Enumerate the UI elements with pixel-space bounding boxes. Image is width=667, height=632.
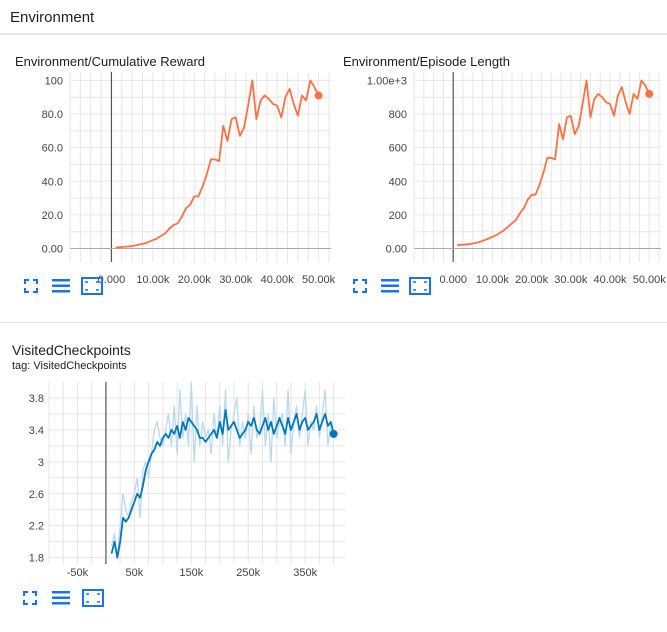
divider: [0, 322, 667, 323]
x-tick-label: 10.00k: [476, 274, 510, 286]
y-tick-label: 40.0: [42, 176, 63, 188]
y-tick-label: 1.8: [29, 553, 44, 565]
x-tick-label: 30.00k: [554, 274, 588, 286]
list-icon: [52, 591, 70, 605]
chart-episode-length[interactable]: 0.000 10.00k 20.00k 30.00k 40.00k 50.00k 0.00 2…: [343, 72, 667, 332]
y-tick-label: 400: [389, 176, 407, 188]
chart-title: Environment/Cumulative Reward: [15, 54, 206, 69]
x-tick-label: 10.00k: [136, 274, 170, 286]
toggle-log-scale-button[interactable]: [381, 278, 399, 299]
x-tick-label: 50.00k: [302, 274, 335, 286]
chart-title: Environment/Episode Length: [343, 54, 510, 69]
card-episode-length: Environment/Episode Length 0.000 10.00k 20…: [343, 54, 667, 304]
list-icon: [52, 279, 70, 293]
chart-cumulative-reward[interactable]: 0.000 10.00k 20.00k 30.00k 40.00k 50.00k 0.00 2…: [15, 72, 335, 332]
y-tick-label: 600: [389, 143, 407, 155]
fit-domain-icon: [82, 589, 104, 607]
toggle-log-scale-button[interactable]: [52, 278, 70, 299]
series-endpoint: [314, 91, 323, 100]
y-tick-label: 20.0: [42, 210, 63, 222]
x-tick-label: 0.000: [439, 274, 467, 286]
chart-tag: tag: VisitedCheckpoints: [12, 360, 127, 372]
y-tick-label: 2.6: [29, 489, 44, 501]
x-tick-label: 20.00k: [178, 274, 212, 286]
fit-domain-icon: [81, 277, 103, 295]
x-tick-label: 150k: [179, 567, 203, 579]
fit-domain-button[interactable]: [82, 589, 104, 612]
y-tick-label: 80.0: [42, 109, 63, 121]
fullscreen-button[interactable]: [23, 278, 39, 299]
x-tick-label: 50k: [126, 567, 144, 579]
y-tick-label: 60.0: [42, 143, 63, 155]
y-tick-label: 200: [389, 210, 407, 222]
fullscreen-icon: [24, 279, 38, 293]
y-tick-label: 1.00e+3: [367, 75, 407, 87]
x-tick-label: 50.00k: [633, 274, 667, 286]
y-tick-label: 100: [45, 75, 63, 87]
series-line-raw: [110, 381, 335, 559]
x-tick-label: 0.000: [98, 274, 126, 286]
y-tick-label: 800: [389, 109, 407, 121]
x-tick-label: 40.00k: [594, 274, 628, 286]
x-tick-label: -50k: [67, 567, 89, 579]
toggle-log-scale-button[interactable]: [52, 590, 70, 611]
x-tick-label: 40.00k: [261, 274, 295, 286]
x-tick-label: 20.00k: [515, 274, 549, 286]
section-header: Environment: [0, 0, 667, 35]
fit-domain-button[interactable]: [409, 277, 431, 300]
list-icon: [381, 279, 399, 293]
section-title: Environment: [10, 9, 95, 26]
x-tick-label: 350k: [293, 567, 317, 579]
series-line-0: [115, 79, 320, 249]
y-tick-label: 0.00: [386, 244, 407, 256]
x-tick-label: 30.00k: [219, 274, 253, 286]
chart-title: VisitedCheckpoints: [12, 342, 131, 358]
y-tick-label: 0.00: [42, 244, 63, 256]
fullscreen-button[interactable]: [22, 590, 38, 611]
y-tick-label: 3.8: [29, 393, 44, 405]
series-line-smoothed: [110, 408, 335, 559]
card-cumulative-reward: Environment/Cumulative Reward 0.000 10.00…: [15, 54, 335, 304]
fullscreen-button[interactable]: [352, 278, 368, 299]
series-endpoint: [329, 429, 338, 438]
card-visited-checkpoints: VisitedCheckpoints tag: VisitedCheckpoin…: [12, 342, 352, 622]
fullscreen-icon: [23, 591, 37, 605]
fit-domain-button[interactable]: [81, 277, 103, 300]
chart-visited-checkpoints[interactable]: -50k 50k 150k 250k 350k 1.8 2.2 2.6 3 3.4 3.8: [12, 380, 352, 580]
fit-domain-icon: [409, 277, 431, 295]
series-endpoint: [645, 89, 654, 98]
series-line-0: [457, 79, 651, 247]
fullscreen-icon: [353, 279, 367, 293]
y-tick-label: 3.4: [29, 425, 44, 437]
y-tick-label: 2.2: [29, 521, 44, 533]
y-tick-label: 3: [38, 457, 44, 469]
x-tick-label: 250k: [236, 567, 260, 579]
